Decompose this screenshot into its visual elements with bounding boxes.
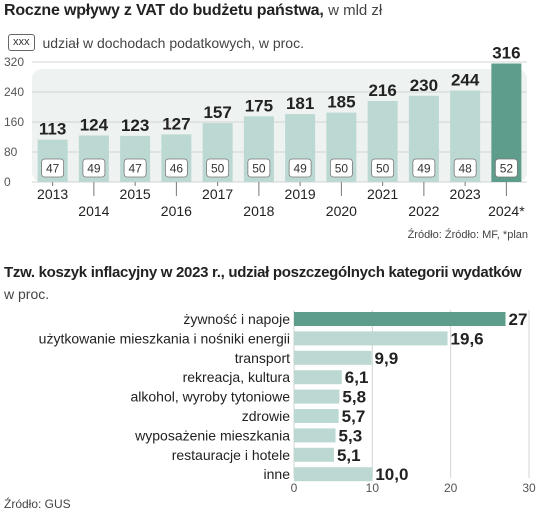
chart1-share-label: 47 — [46, 162, 60, 176]
chart1-xtick-label: 2022 — [408, 203, 439, 219]
chart2-category-label: restauracje i hotele — [172, 447, 291, 463]
chart1-xtick-label: 2020 — [326, 203, 357, 219]
chart1-value-label: 244 — [451, 71, 480, 90]
chart1-title-unit: w mld zł — [328, 2, 383, 19]
chart1-xtick-label: 2019 — [285, 186, 316, 202]
chart2-xtick: 20 — [444, 481, 458, 495]
chart1-share-box — [288, 158, 312, 178]
chart1-ytick: 160 — [4, 115, 24, 129]
chart1-share-label: 46 — [170, 162, 184, 176]
chart2-bar — [294, 389, 340, 404]
chart2-xtick: 30 — [522, 481, 536, 495]
chart2-value-label: 19,6 — [451, 329, 484, 348]
chart1-share-box — [41, 158, 65, 178]
chart1-value-label: 157 — [203, 103, 231, 122]
chart2-title: Tzw. koszyk inflacyjny w 2023 r., udział… — [4, 264, 522, 281]
chart1-share-label: 52 — [500, 162, 514, 176]
chart1-share-label: 49 — [293, 162, 307, 176]
chart2-value-label: 9,9 — [375, 349, 399, 368]
chart1-value-label: 113 — [39, 120, 66, 139]
chart2-subtitle: w proc. — [4, 286, 50, 302]
chart2-value-label: 5,7 — [342, 407, 366, 426]
chart1-value-label: 123 — [121, 116, 149, 135]
chart1-share-label: 50 — [252, 162, 266, 176]
chart2-category-label: inne — [264, 466, 291, 482]
chart2-xtick: 0 — [291, 481, 298, 495]
chart1-value-label: 216 — [368, 81, 396, 100]
chart2-source: Źródło: GUS — [4, 497, 71, 511]
chart1-share-box — [206, 158, 230, 178]
chart2-category-label: alkohol, wyroby tytoniowe — [130, 389, 290, 405]
chart1-legend: xxx udział w dochodach podatkowych, w pr… — [8, 34, 304, 51]
chart2-bar — [294, 447, 334, 462]
chart1-share-label: 48 — [458, 162, 472, 176]
chart1-value-label: 175 — [245, 96, 273, 115]
chart1-ytick: 80 — [4, 145, 18, 159]
chart1-share-box — [371, 158, 395, 178]
chart1-share-box — [247, 158, 271, 178]
chart2-category-label: żywność i napoje — [183, 311, 290, 327]
chart2-value-label: 5,8 — [342, 388, 366, 407]
chart2-value-label: 6,1 — [345, 368, 369, 387]
chart1-xtick-label: 2015 — [120, 186, 151, 202]
chart1-xtick-label: 2014 — [78, 203, 109, 219]
chart1-xtick-label: 2024* — [488, 203, 525, 219]
chart1-share-label: 49 — [87, 162, 101, 176]
chart1-title-main: Roczne wpływy z VAT do budżetu państwa, — [4, 2, 324, 19]
chart1-share-label: 50 — [376, 162, 390, 176]
chart2-bar — [294, 409, 339, 423]
chart1-share-box — [329, 158, 353, 178]
chart1-value-label: 181 — [286, 94, 314, 113]
chart1-legend-box: xxx — [8, 34, 35, 51]
chart1-xtick-label: 2021 — [367, 186, 398, 202]
chart2-bar — [294, 428, 336, 443]
chart2-value-label: 5,1 — [337, 446, 361, 465]
chart1-source: Źródło: Źródło: MF, *plan — [407, 229, 528, 241]
chart1-xtick-label: 2017 — [202, 186, 233, 202]
chart1-share-label: 49 — [417, 162, 431, 176]
chart2-bar — [294, 370, 342, 385]
chart1-band — [32, 69, 527, 182]
chart1-legend-text: udział w dochodach podatkowych, w proc. — [42, 34, 304, 51]
chart1-share-box — [123, 158, 147, 178]
vat-bar-chart: 0 80 160 240 320 113 47 2013 124 49 2014 123 47 2015 1… — [4, 44, 527, 219]
chart2-value-label: 27 — [509, 310, 528, 329]
chart1-share-box — [164, 158, 188, 178]
chart1-share-box — [412, 158, 436, 178]
chart1-share-box — [453, 158, 477, 178]
chart1-value-label: 230 — [410, 76, 438, 95]
chart1-xtick-label: 2023 — [450, 186, 481, 202]
chart2-category-label: zdrowie — [242, 408, 290, 424]
chart1-xtick-label: 2016 — [161, 203, 192, 219]
chart2-bar — [294, 312, 506, 326]
chart2-category-label: rekreacja, kultura — [183, 369, 291, 385]
chart2-bar — [294, 331, 448, 346]
chart2-bar — [294, 467, 373, 482]
chart1-xtick-label: 2013 — [37, 186, 68, 202]
chart1-share-box — [494, 158, 518, 178]
chart1-ytick: 320 — [4, 55, 24, 69]
chart2-category-label: transport — [235, 350, 290, 366]
chart1-value-label: 127 — [162, 114, 190, 133]
chart1-share-label: 50 — [211, 162, 225, 176]
chart1-value-label: 124 — [80, 116, 109, 135]
chart2-value-label: 5,3 — [339, 426, 363, 445]
chart1-title: Roczne wpływy z VAT do budżetu państwa, … — [4, 2, 382, 20]
chart1-ytick: 0 — [4, 175, 11, 189]
chart1-share-label: 47 — [128, 162, 142, 176]
chart1-share-label: 50 — [335, 162, 349, 176]
chart2-xtick: 10 — [366, 481, 380, 495]
chart1-xtick-label: 2018 — [243, 203, 274, 219]
chart1-ytick: 240 — [4, 85, 24, 99]
chart2-category-label: wyposażenie mieszkania — [134, 427, 290, 443]
chart1-value-label: 185 — [327, 93, 355, 112]
chart2-category-label: użytkowanie mieszkania i nośniki energii — [39, 330, 290, 346]
chart2-value-label: 10,0 — [375, 465, 408, 484]
chart1-value-label: 316 — [492, 44, 520, 63]
chart2-bar — [294, 350, 372, 365]
chart1-share-box — [82, 158, 106, 178]
